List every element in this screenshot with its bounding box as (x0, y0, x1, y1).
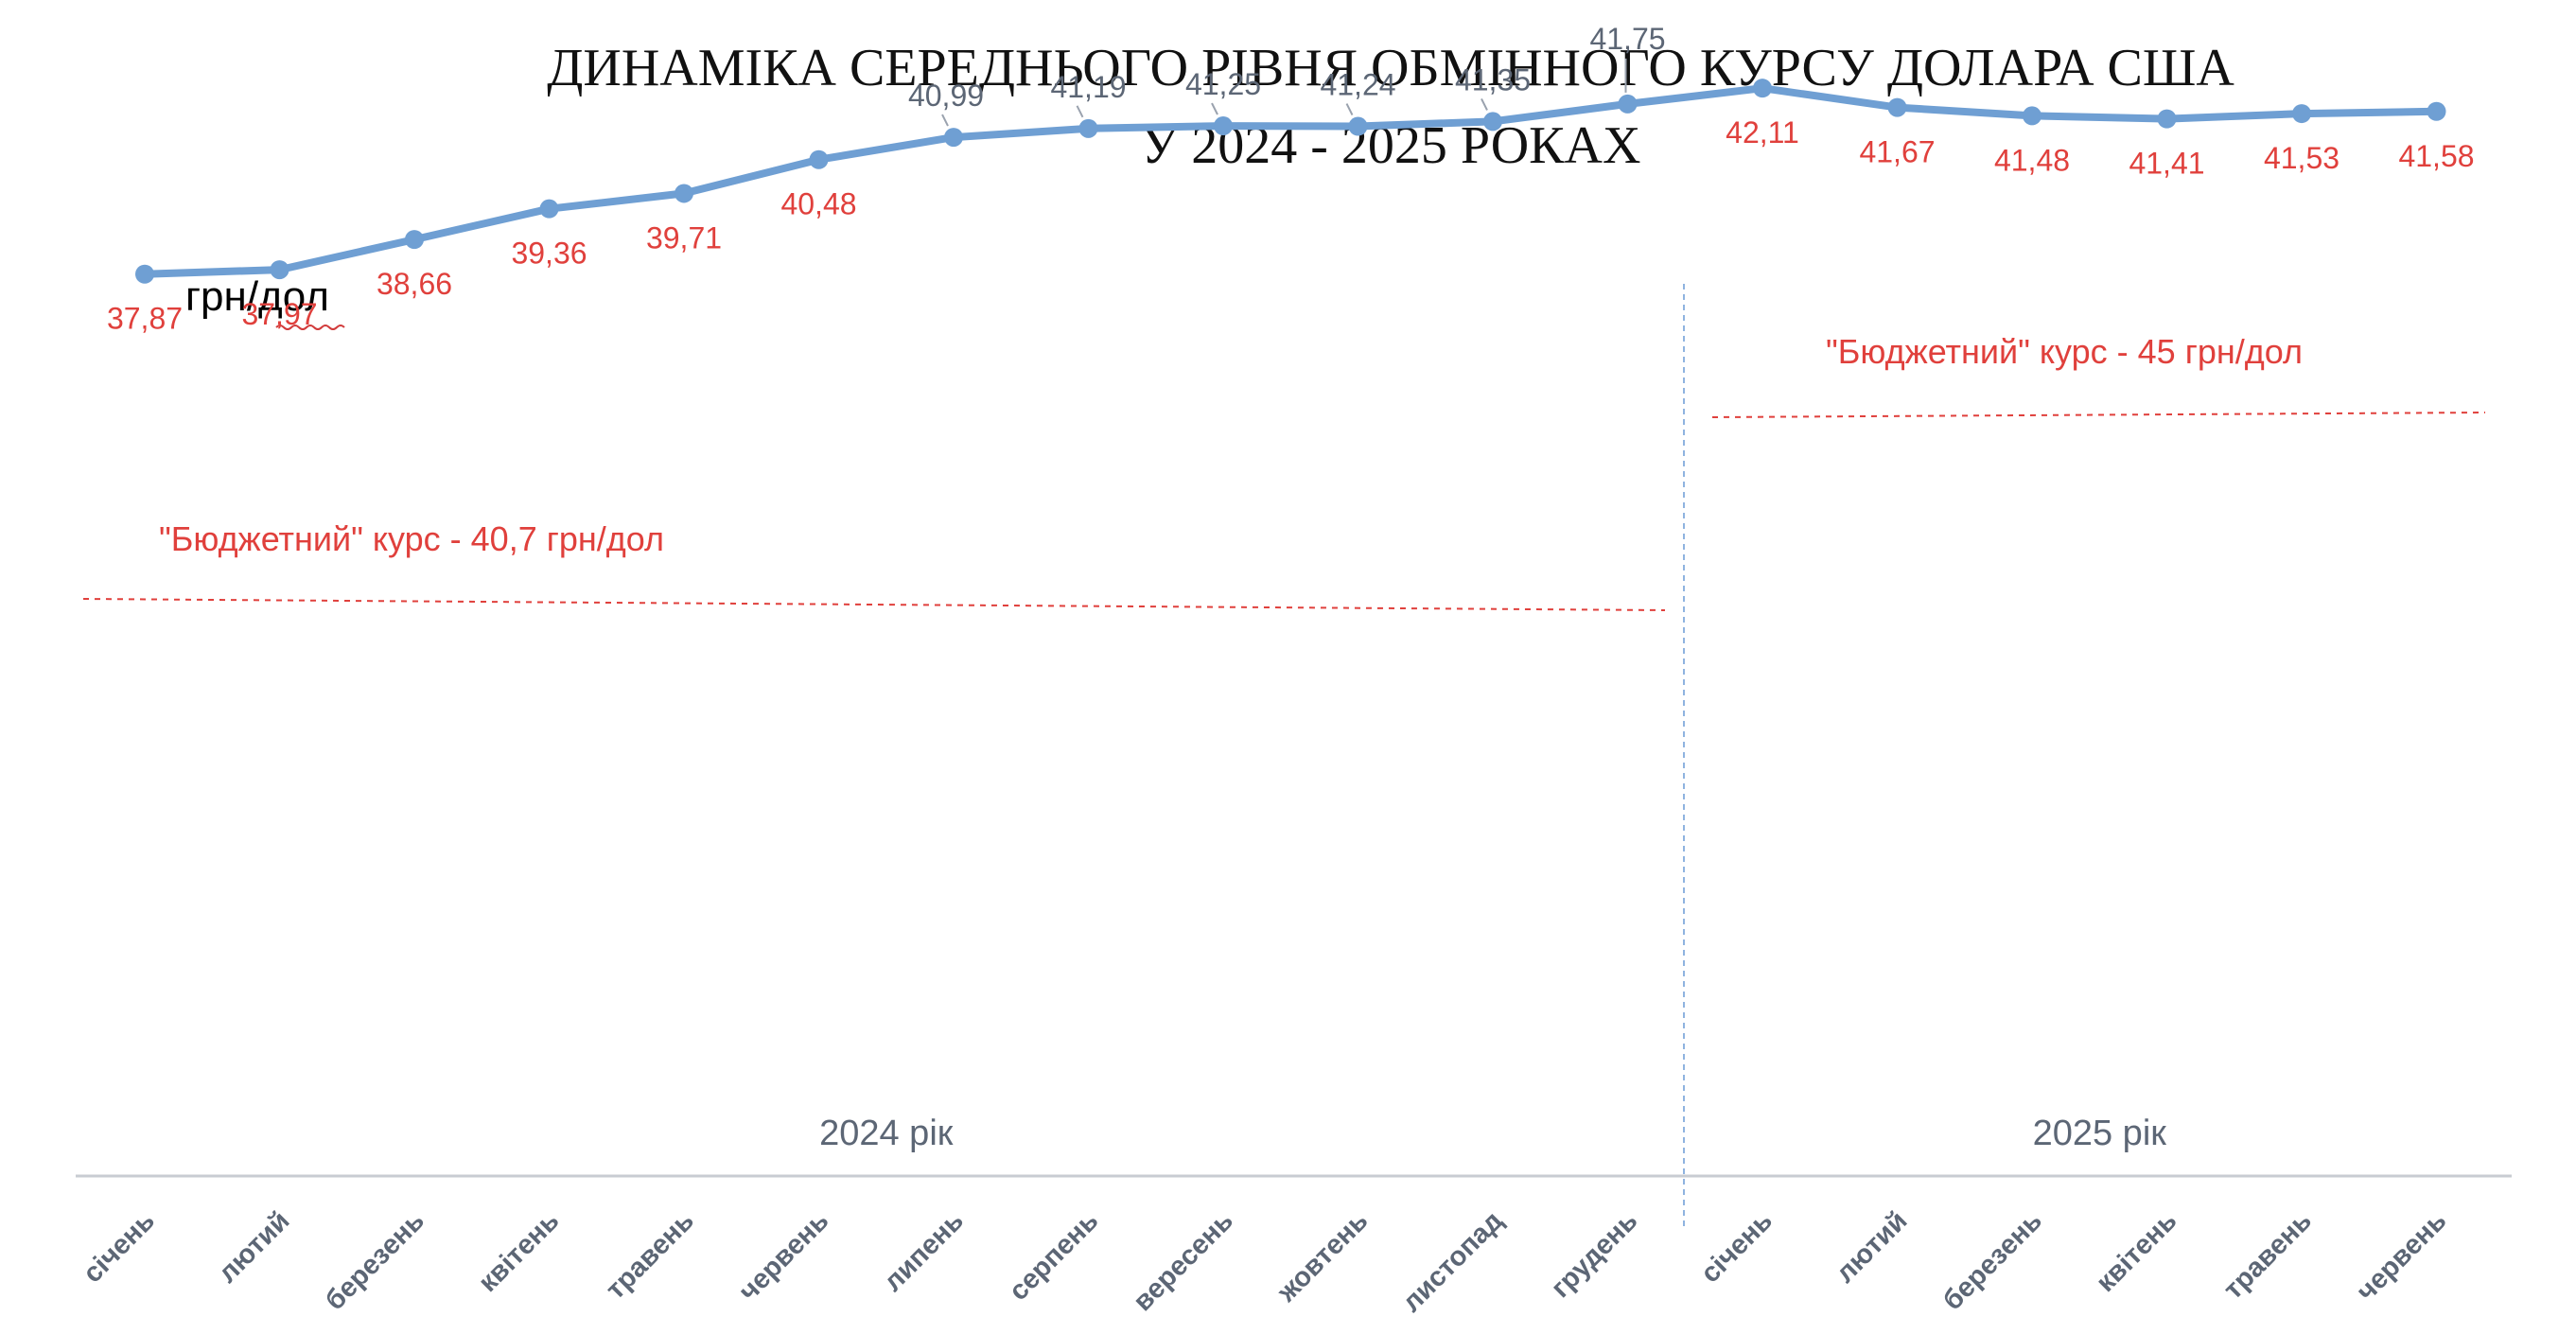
data-label: 41,35 (1455, 62, 1531, 97)
data-label-leader (1211, 102, 1218, 115)
year-group-label: 2024 рік (819, 1114, 954, 1153)
data-point (1483, 112, 1502, 132)
budget-label-2025: "Бюджетний" курс - 45 грн/дол (1826, 332, 2303, 371)
budget-line-2025 (1711, 412, 2486, 418)
x-tick-label: січень (78, 1205, 161, 1289)
data-point (270, 260, 289, 280)
data-label: 40,48 (780, 187, 856, 221)
data-point (1618, 94, 1638, 114)
plot-area: "Бюджетний" курс - 40,7 грн/дол "Бюджетни… (76, 22, 2512, 1318)
x-tick-label: серпень (1004, 1205, 1105, 1307)
x-tick-label: квітень (473, 1205, 566, 1298)
data-point (675, 184, 693, 203)
data-point (1078, 118, 1098, 138)
x-tick-label: травень (2218, 1205, 2318, 1305)
data-label: 41,53 (2264, 141, 2339, 175)
spellcheck-underline-icon (275, 325, 345, 330)
data-label: 41,24 (1320, 68, 1395, 102)
data-point (1887, 97, 1907, 117)
x-tick-label: січень (1695, 1205, 1779, 1289)
x-tick-label: квітень (2091, 1205, 2183, 1298)
data-point (539, 199, 559, 219)
data-point (1348, 116, 1368, 136)
x-tick-label: березень (1937, 1205, 2048, 1316)
x-tick-label: лютий (1831, 1205, 1914, 1289)
year-group-label: 2025 рік (2033, 1114, 2167, 1153)
data-label: 41,67 (1859, 135, 1935, 169)
data-point (135, 264, 154, 284)
series-line (141, 84, 2441, 278)
x-tick-label: лютий (213, 1205, 296, 1289)
budget-line-2024 (82, 598, 1666, 611)
x-tick-label: березень (320, 1205, 430, 1316)
x-tick-label: червень (733, 1205, 834, 1307)
data-point (1214, 116, 1233, 136)
x-tick-label: жовтень (1271, 1205, 1375, 1308)
x-tick-label: грудень (1546, 1205, 1644, 1304)
data-label: 37,87 (107, 302, 183, 336)
data-point (1753, 79, 1772, 98)
data-label-leader (1481, 97, 1488, 111)
data-label: 41,41 (2129, 147, 2204, 181)
x-tick-label: травень (601, 1205, 700, 1305)
data-point (2292, 104, 2311, 124)
data-label: 39,71 (646, 220, 722, 255)
data-label: 40,99 (908, 79, 984, 113)
data-label: 41,25 (1185, 67, 1261, 101)
data-point (405, 230, 424, 250)
data-label: 37,97 (241, 297, 317, 331)
data-label: 41,75 (1589, 22, 1665, 56)
data-label-leader (1345, 103, 1354, 115)
chart-title-line-1: ДИНАМІКА СЕРЕДНЬОГО РІВНЯ ОБМІННОГО КУРС… (547, 39, 2234, 97)
data-label: 39,36 (511, 237, 587, 271)
data-label-leader (1076, 105, 1084, 118)
data-point (809, 149, 829, 169)
x-tick-label: вересень (1128, 1205, 1239, 1317)
data-label: 41,48 (1994, 143, 2070, 177)
data-point (2157, 109, 2177, 129)
data-label: 42,11 (1726, 115, 1799, 149)
data-point (2023, 106, 2042, 126)
x-tick-label: липень (878, 1205, 970, 1297)
data-label: 41,19 (1050, 70, 1126, 104)
x-tick-label: листопад (1396, 1205, 1509, 1318)
data-label: 38,66 (377, 267, 452, 301)
data-point (944, 128, 963, 148)
x-tick-label: червень (2351, 1205, 2452, 1307)
budget-label-2024: "Бюджетний" курс - 40,7 грн/дол (159, 519, 664, 558)
data-point (2427, 101, 2446, 121)
y-axis-unit-label: грн/дол (185, 273, 329, 320)
data-label-leader (941, 114, 949, 127)
data-label: 41,58 (2398, 139, 2474, 173)
